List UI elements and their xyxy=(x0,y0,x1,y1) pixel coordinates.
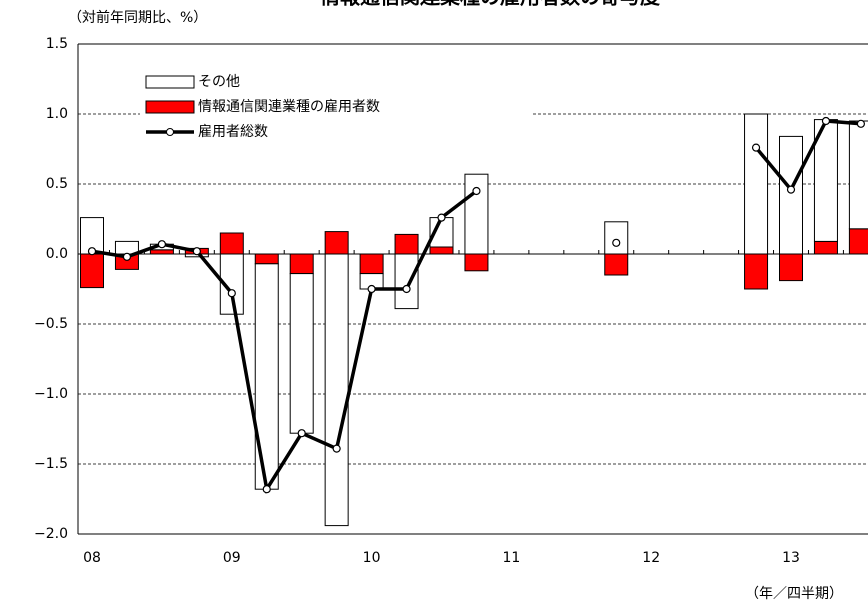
point xyxy=(122,252,132,261)
y-tick-label: −0.5 xyxy=(34,316,68,332)
bar xyxy=(813,240,838,255)
point xyxy=(437,213,446,222)
point xyxy=(367,284,376,294)
point xyxy=(262,485,271,494)
y-tick-label: 0.5 xyxy=(46,176,68,192)
bar xyxy=(80,253,104,289)
legend-label: 情報通信関連業種の雇用者数 xyxy=(198,98,380,115)
legend-label: 雇用者総数 xyxy=(198,123,268,140)
x-tick-label: 13 xyxy=(782,550,800,566)
y-tick-label: −1.5 xyxy=(34,456,68,472)
point xyxy=(402,284,411,294)
chart-title: 情報通信関連業種の雇用者数の寄与度 xyxy=(320,0,661,9)
bar xyxy=(324,231,349,255)
bar xyxy=(289,273,314,434)
y-tick-label: −1.0 xyxy=(34,386,68,402)
x-tick-label: 10 xyxy=(363,550,381,566)
legend-swatch xyxy=(145,100,195,114)
bar xyxy=(394,253,419,310)
y-tick-label: −2.0 xyxy=(34,526,68,542)
point xyxy=(157,240,166,249)
bar xyxy=(464,173,489,255)
bar xyxy=(779,253,803,282)
bar xyxy=(219,232,244,255)
bar xyxy=(848,228,868,255)
y-tick-label: 1.0 xyxy=(46,106,68,122)
x-axis-label: （年／四半期） xyxy=(745,586,843,602)
bar xyxy=(744,113,769,255)
line xyxy=(91,119,862,494)
x-tick-label: 11 xyxy=(502,550,520,566)
y-tick-label: 0.0 xyxy=(46,246,68,262)
bar xyxy=(219,253,244,315)
bar xyxy=(149,249,174,255)
point xyxy=(786,185,796,194)
bar xyxy=(394,233,419,255)
point xyxy=(472,186,481,196)
legend-label: その他 xyxy=(198,74,240,90)
bar xyxy=(604,253,629,276)
bar xyxy=(324,253,349,527)
point xyxy=(751,143,761,152)
point xyxy=(297,429,306,438)
point xyxy=(612,238,621,247)
bar xyxy=(429,246,454,255)
point xyxy=(227,289,236,298)
bar xyxy=(289,253,314,275)
point xyxy=(87,247,97,256)
bar xyxy=(359,253,384,275)
bar xyxy=(744,253,769,290)
bar xyxy=(779,135,803,255)
legend-point xyxy=(166,128,174,136)
bar xyxy=(254,263,279,490)
bar xyxy=(254,253,279,265)
legend-box xyxy=(140,68,532,164)
point xyxy=(332,444,341,453)
point xyxy=(821,116,831,126)
x-tick-label: 09 xyxy=(223,550,241,566)
point xyxy=(856,119,866,128)
legend-swatch xyxy=(145,75,195,89)
bar xyxy=(848,120,868,230)
bar xyxy=(604,221,629,255)
x-tick-label: 12 xyxy=(642,550,660,566)
y-tick-label: 1.5 xyxy=(46,36,68,52)
x-tick-label: 08 xyxy=(83,550,101,566)
bar xyxy=(464,253,489,272)
point xyxy=(192,247,201,256)
y-axis-label: （対前年同期比、%） xyxy=(68,9,207,26)
